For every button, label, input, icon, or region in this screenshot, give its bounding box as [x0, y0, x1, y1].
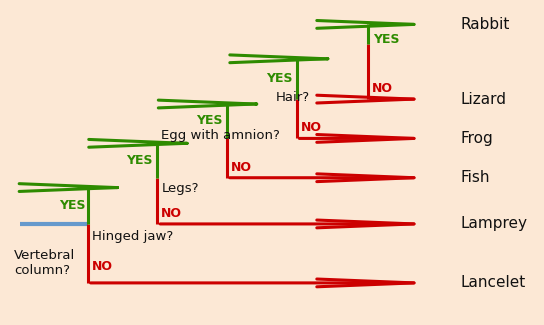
- Text: YES: YES: [196, 114, 222, 127]
- Text: YES: YES: [373, 32, 399, 46]
- Text: Fish: Fish: [461, 170, 490, 185]
- Text: Rabbit: Rabbit: [461, 17, 510, 32]
- Text: Lancelet: Lancelet: [461, 275, 526, 291]
- Text: Frog: Frog: [461, 131, 493, 146]
- Text: Hair?: Hair?: [275, 91, 310, 104]
- Text: NO: NO: [300, 122, 322, 135]
- Text: Hinged jaw?: Hinged jaw?: [92, 230, 173, 243]
- Text: Vertebral
column?: Vertebral column?: [14, 249, 76, 277]
- Text: NO: NO: [161, 207, 182, 220]
- Text: NO: NO: [92, 260, 113, 273]
- Text: Lamprey: Lamprey: [461, 216, 528, 231]
- Text: Lizard: Lizard: [461, 92, 507, 107]
- Text: NO: NO: [372, 82, 393, 95]
- Text: Legs?: Legs?: [161, 182, 199, 195]
- Text: Egg with amnion?: Egg with amnion?: [161, 129, 280, 142]
- Text: YES: YES: [265, 72, 292, 85]
- Text: YES: YES: [59, 199, 85, 212]
- Text: NO: NO: [231, 161, 252, 174]
- Text: YES: YES: [126, 153, 153, 166]
